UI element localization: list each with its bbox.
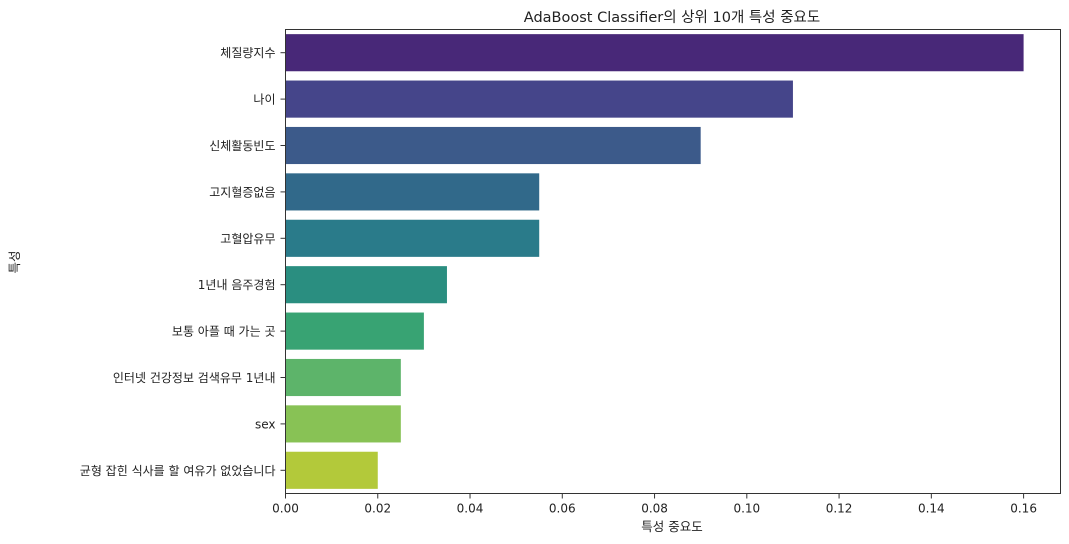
y-tick-label: 고혈압유무 — [220, 232, 275, 246]
y-tick-label: 균형 잡힌 식사를 할 여유가 없었습니다 — [80, 464, 276, 478]
plot-frame — [285, 29, 1061, 494]
bar-1 — [285, 34, 1024, 72]
bar-10 — [285, 451, 378, 489]
y-tick-label: sex — [255, 417, 276, 431]
bar-6 — [285, 266, 447, 304]
y-tick-label: 인터넷 건강정보 검색유무 1년내 — [113, 371, 276, 385]
x-tick-label: 0.08 — [641, 502, 668, 516]
bar-5 — [285, 219, 540, 257]
x-tick-label: 0.00 — [272, 502, 299, 516]
y-tick-label: 나이 — [253, 93, 275, 107]
bar-4 — [285, 173, 540, 211]
bar-8 — [285, 358, 401, 397]
x-axis-ticks: 0.00 0.02 0.04 0.06 0.08 0.10 0.12 0.14 0.16 — [272, 493, 1037, 516]
y-tick-label: 체질량지수 — [220, 46, 275, 60]
bar-7 — [285, 312, 424, 350]
y-axis-label: 특성 — [7, 250, 22, 273]
chart-title: AdaBoost Classifier의 상위 10개 특성 중요도 — [524, 9, 820, 26]
x-tick-label: 0.12 — [826, 502, 853, 516]
x-tick-label: 0.04 — [457, 502, 484, 516]
y-tick-label: 신체활동빈도 — [209, 139, 275, 153]
y-tick-label: 1년내 음주경험 — [198, 278, 276, 292]
x-tick-label: 0.16 — [1010, 502, 1037, 516]
bars-group — [285, 34, 1024, 489]
x-tick-label: 0.10 — [733, 502, 760, 516]
x-axis-label: 특성 중요도 — [641, 519, 702, 534]
bar-9 — [285, 405, 401, 443]
y-tick-label: 고지혈증없음 — [209, 185, 275, 199]
x-tick-label: 0.06 — [549, 502, 576, 516]
bar-2 — [285, 80, 793, 118]
y-tick-label: 보통 아플 때 가는 곳 — [172, 325, 276, 339]
bar-3 — [285, 126, 701, 165]
x-tick-label: 0.02 — [364, 502, 391, 516]
x-tick-label: 0.14 — [918, 502, 945, 516]
